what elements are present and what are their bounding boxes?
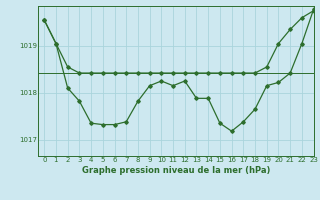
X-axis label: Graphe pression niveau de la mer (hPa): Graphe pression niveau de la mer (hPa) <box>82 166 270 175</box>
